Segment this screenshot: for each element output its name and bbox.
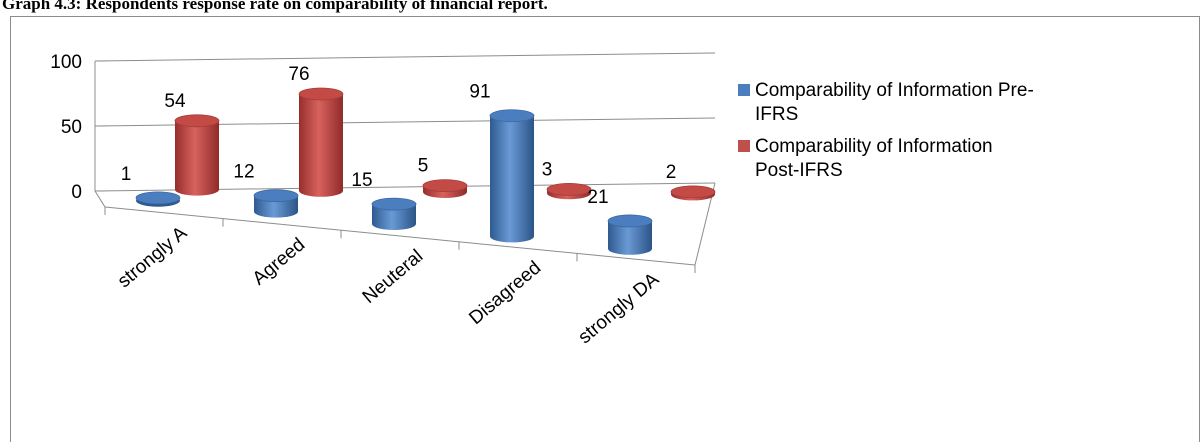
bar-cylinder-top bbox=[253, 189, 299, 203]
bar-cylinder-top bbox=[546, 182, 592, 196]
x-tick-label: Neuteral bbox=[359, 246, 428, 308]
bar-cylinder-body bbox=[608, 220, 652, 255]
legend-entry-text: Comparability of Information bbox=[755, 136, 993, 157]
data-label: 1 bbox=[121, 164, 132, 185]
data-label: 76 bbox=[288, 64, 309, 85]
bar-cylinder-body bbox=[372, 204, 416, 230]
legend-swatch bbox=[738, 84, 750, 96]
bar-cylinder-body bbox=[490, 115, 534, 243]
x-tick-label: Agreed bbox=[249, 234, 309, 289]
bar-cylinder-top bbox=[670, 185, 716, 199]
gridline bbox=[94, 52, 716, 62]
data-label: 2 bbox=[666, 162, 677, 183]
legend: Comparability of Information Pre- IFRS Com… bbox=[738, 80, 1034, 181]
bar-cylinder-top bbox=[298, 87, 344, 101]
x-tick-label: strongly DA bbox=[574, 269, 663, 348]
y-tick-label: 50 bbox=[61, 117, 82, 138]
chart-frame bbox=[10, 16, 1200, 442]
data-label: 91 bbox=[469, 82, 490, 103]
legend-entry-text: Comparability of Information Pre- bbox=[755, 80, 1034, 101]
x-axis-line bbox=[104, 206, 696, 266]
data-label: 3 bbox=[542, 159, 553, 180]
data-label: 54 bbox=[164, 91, 186, 112]
x-tick-label: strongly A bbox=[114, 222, 192, 292]
legend-swatch bbox=[738, 140, 750, 152]
y-tick-label: 100 bbox=[50, 52, 82, 73]
data-label: 15 bbox=[351, 170, 372, 191]
bar-cylinder-top bbox=[371, 197, 417, 211]
bar-cylinder-top bbox=[174, 114, 220, 128]
bar-cylinder-top bbox=[135, 191, 181, 205]
bar-cylinder-top bbox=[422, 179, 468, 193]
data-label: 5 bbox=[418, 156, 429, 177]
bar-cylinder-top bbox=[607, 214, 653, 228]
chart-caption: Graph 4.3: Respondents response rate on … bbox=[2, 0, 548, 13]
data-label: 21 bbox=[587, 187, 608, 208]
bar-cylinder-body bbox=[175, 120, 219, 196]
legend-entry-text: Post-IFRS bbox=[755, 160, 843, 181]
data-label: 12 bbox=[233, 162, 254, 183]
legend-entry-text: IFRS bbox=[755, 104, 798, 125]
floor-left-edge bbox=[94, 190, 106, 208]
bar-cylinder-top bbox=[489, 109, 535, 123]
x-tick-label: Disagreed bbox=[465, 257, 545, 329]
y-tick-label: 0 bbox=[71, 182, 82, 203]
bar-cylinder-body bbox=[299, 93, 343, 197]
